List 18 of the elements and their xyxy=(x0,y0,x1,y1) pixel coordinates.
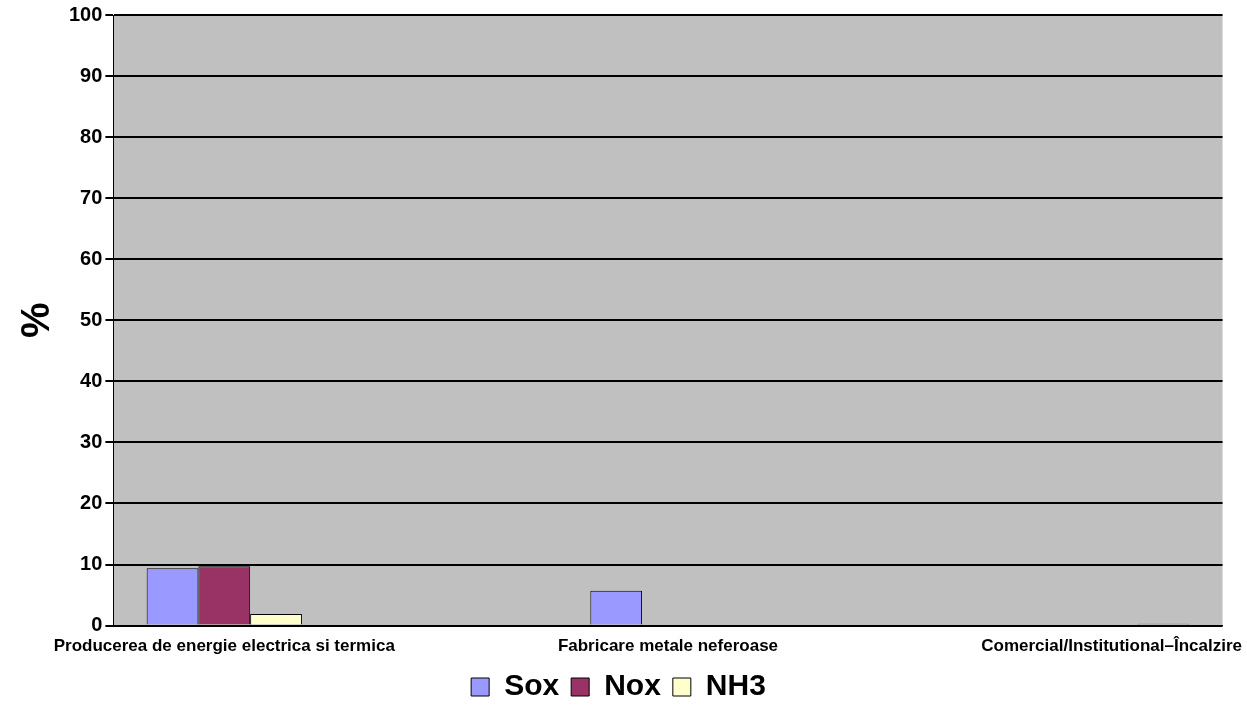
legend-label: Nox xyxy=(604,668,662,702)
x-tick-label: Fabricare metale neferoase xyxy=(557,636,779,656)
y-tick-label: 0 xyxy=(91,613,103,636)
y-tick-label: 90 xyxy=(80,63,103,86)
x-tick-label: Producerea de energie electrica si termica xyxy=(53,636,396,656)
y-tick-label: 20 xyxy=(80,491,103,513)
y-tick-label: 50 xyxy=(80,307,103,330)
x-tick-label: Comercial/Institutional–Încalzire xyxy=(981,636,1243,656)
y-tick-label: 60 xyxy=(80,246,103,269)
legend-label: Sox xyxy=(504,668,560,702)
y-tick-label: 30 xyxy=(80,429,103,452)
y-tick-label: 40 xyxy=(80,368,103,391)
y-tick-label: 100 xyxy=(68,2,103,25)
y-tick-label: 80 xyxy=(80,124,103,147)
y-axis-title: % xyxy=(13,302,58,339)
y-tick-label: 70 xyxy=(80,185,103,208)
y-tick-label: 10 xyxy=(80,552,103,575)
legend-label: NH3 xyxy=(705,668,766,702)
